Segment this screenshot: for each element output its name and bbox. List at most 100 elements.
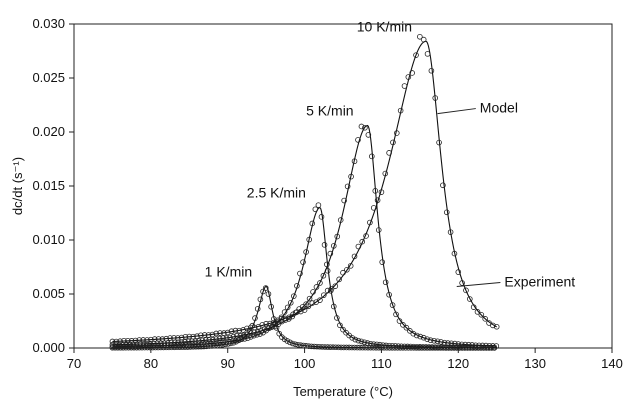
experiment-point (186, 333, 193, 340)
experiment-point (478, 312, 485, 318)
experiment-point (268, 303, 274, 310)
experiment-point (132, 337, 139, 344)
experiment-point (455, 341, 462, 347)
experiment-point (196, 338, 202, 344)
experiment-point (294, 309, 300, 315)
experiment-point (348, 173, 354, 180)
experiment-point (282, 317, 289, 323)
experiment-point (420, 36, 427, 43)
experiment-point (230, 333, 237, 340)
experiment-point (261, 326, 268, 333)
experiment-point (221, 330, 227, 336)
experiment-point (167, 335, 173, 341)
experiment-point (297, 270, 303, 277)
experiment-point (125, 337, 131, 344)
experiment-point (343, 329, 349, 336)
experiment-point (254, 329, 261, 335)
experiment-point (355, 137, 361, 143)
experiment-point (198, 341, 205, 347)
experiment-point (190, 333, 196, 340)
experiment-point (316, 343, 323, 350)
experiment-point (303, 249, 309, 255)
experiment-point (309, 220, 316, 227)
experiment-point (332, 283, 339, 289)
series-1: 2.5 K/min (109, 185, 497, 351)
experiment-point (374, 197, 381, 204)
experiment-point (276, 330, 283, 337)
experiment-point (295, 341, 301, 348)
experiment-point (287, 299, 294, 306)
y-tick-label: 0.010 (32, 232, 65, 247)
experiment-point (440, 182, 446, 189)
experiment-point (330, 303, 337, 310)
experiment-point (463, 287, 469, 294)
experiment-point (450, 344, 457, 351)
experiment-point (224, 329, 231, 336)
experiment-point (351, 344, 358, 351)
experiment-point (182, 333, 189, 340)
experiment-point (354, 344, 361, 351)
series-layer: 1 K/min 2.5 K/min 5 K/min 10 K/min (109, 18, 500, 351)
experiment-point (203, 337, 209, 343)
experiment-point (423, 344, 429, 350)
experiment-point (113, 341, 119, 348)
experiment-point (189, 341, 196, 348)
experiment-point (429, 344, 435, 350)
experiment-point (474, 309, 481, 315)
experiment-point (359, 238, 366, 245)
experiment-point (438, 344, 445, 350)
experiment-point (490, 343, 496, 349)
experiment-point (467, 296, 473, 302)
x-tick-label: 110 (371, 356, 392, 371)
experiment-point (379, 259, 386, 265)
experiment-point (303, 343, 309, 349)
experiment-point (393, 130, 400, 136)
experiment-point (482, 316, 488, 322)
x-tick-label: 130 (524, 356, 546, 371)
experiment-point (344, 183, 351, 190)
experiment-point (389, 302, 396, 308)
experiment-point (427, 345, 433, 351)
experiment-point (128, 338, 135, 344)
experiment-point (199, 337, 206, 344)
series-2: 5 K/min (109, 103, 500, 349)
experiment-point (174, 335, 181, 341)
experiment-point (308, 343, 315, 350)
experiment-point (358, 123, 365, 130)
experiment-point (175, 339, 181, 346)
experiment-point (377, 341, 383, 348)
y-tick-label: 0.025 (32, 70, 65, 85)
experiment-point (341, 197, 347, 204)
experiment-point (396, 318, 403, 324)
experiment-point (458, 341, 465, 348)
experiment-point (382, 170, 389, 177)
experiment-point (493, 343, 500, 349)
experiment-point (171, 335, 177, 341)
experiment-point (427, 337, 434, 344)
experiment-point (490, 322, 496, 329)
experiment-point (241, 336, 248, 342)
experiment-point (300, 259, 306, 265)
experiment-point (113, 338, 120, 345)
experiment-point (320, 292, 327, 298)
experiment-point (252, 315, 258, 321)
experiment-point (324, 261, 330, 268)
series-label: 1 K/min (205, 263, 252, 279)
experiment-point (455, 269, 462, 275)
experiment-point (177, 342, 183, 348)
experiment-point (284, 304, 291, 311)
experiment-point (465, 341, 472, 348)
experiment-point (147, 340, 154, 347)
experiment-point (209, 331, 216, 338)
annotation-0: Model (437, 100, 518, 116)
experiment-point (330, 243, 337, 249)
experiment-point (380, 342, 386, 348)
experiment-point (438, 339, 444, 345)
experiment-point (240, 327, 246, 333)
experiment-point (214, 340, 220, 346)
experiment-point (452, 340, 458, 347)
experiment-point (305, 343, 312, 349)
experiment-point (192, 341, 199, 348)
experiment-point (352, 336, 359, 343)
experiment-point (332, 344, 339, 351)
